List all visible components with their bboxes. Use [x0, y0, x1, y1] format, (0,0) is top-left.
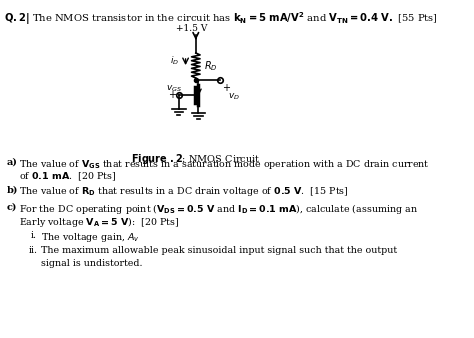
Text: ii.: ii. [29, 246, 38, 256]
Text: of $\mathbf{0.1\ mA}$.  [20 Pts]: of $\mathbf{0.1\ mA}$. [20 Pts] [19, 171, 116, 184]
Text: signal is undistorted.: signal is undistorted. [41, 259, 142, 268]
Text: i.: i. [31, 231, 36, 240]
Text: $i_D$: $i_D$ [170, 55, 179, 67]
Text: a): a) [7, 158, 18, 167]
Text: $\mathbf{Q.2|}$ The NMOS transistor in the circuit has $\mathbf{k_N}$$\mathbf{= : $\mathbf{Q.2|}$ The NMOS transistor in t… [4, 10, 438, 27]
Text: $R_D$: $R_D$ [204, 59, 218, 73]
Text: The voltage gain, $A_v$: The voltage gain, $A_v$ [41, 231, 140, 244]
Text: +: + [168, 90, 176, 100]
Text: The value of $\mathbf{R_D}$ that results in a DC drain voltage of $\mathbf{0.5\ : The value of $\mathbf{R_D}$ that results… [19, 185, 348, 198]
Text: For the DC operating point ($\mathbf{V_{DS} = 0.5\ V}$ and $\mathbf{I_D = 0.1\ m: For the DC operating point ($\mathbf{V_{… [19, 202, 418, 216]
Text: $v_{GS}$: $v_{GS}$ [166, 83, 182, 94]
Text: +: + [222, 83, 230, 93]
Text: The maximum allowable peak sinusoidal input signal such that the output: The maximum allowable peak sinusoidal in… [41, 246, 397, 256]
Text: c): c) [7, 202, 17, 211]
Text: Early voltage $\mathbf{V_A = 5\ V}$):  [20 Pts]: Early voltage $\mathbf{V_A = 5\ V}$): [2… [19, 215, 179, 229]
Text: The value of $\mathbf{V_{GS}}$ that results in a saturation mode operation with : The value of $\mathbf{V_{GS}}$ that resu… [19, 158, 429, 171]
Text: b): b) [7, 185, 18, 194]
Text: $v_D$: $v_D$ [228, 92, 240, 102]
Text: +1.5 V: +1.5 V [176, 24, 207, 33]
Text: $\mathbf{Figure\ .2}$: NMOS Circuit: $\mathbf{Figure\ .2}$: NMOS Circuit [131, 152, 261, 166]
